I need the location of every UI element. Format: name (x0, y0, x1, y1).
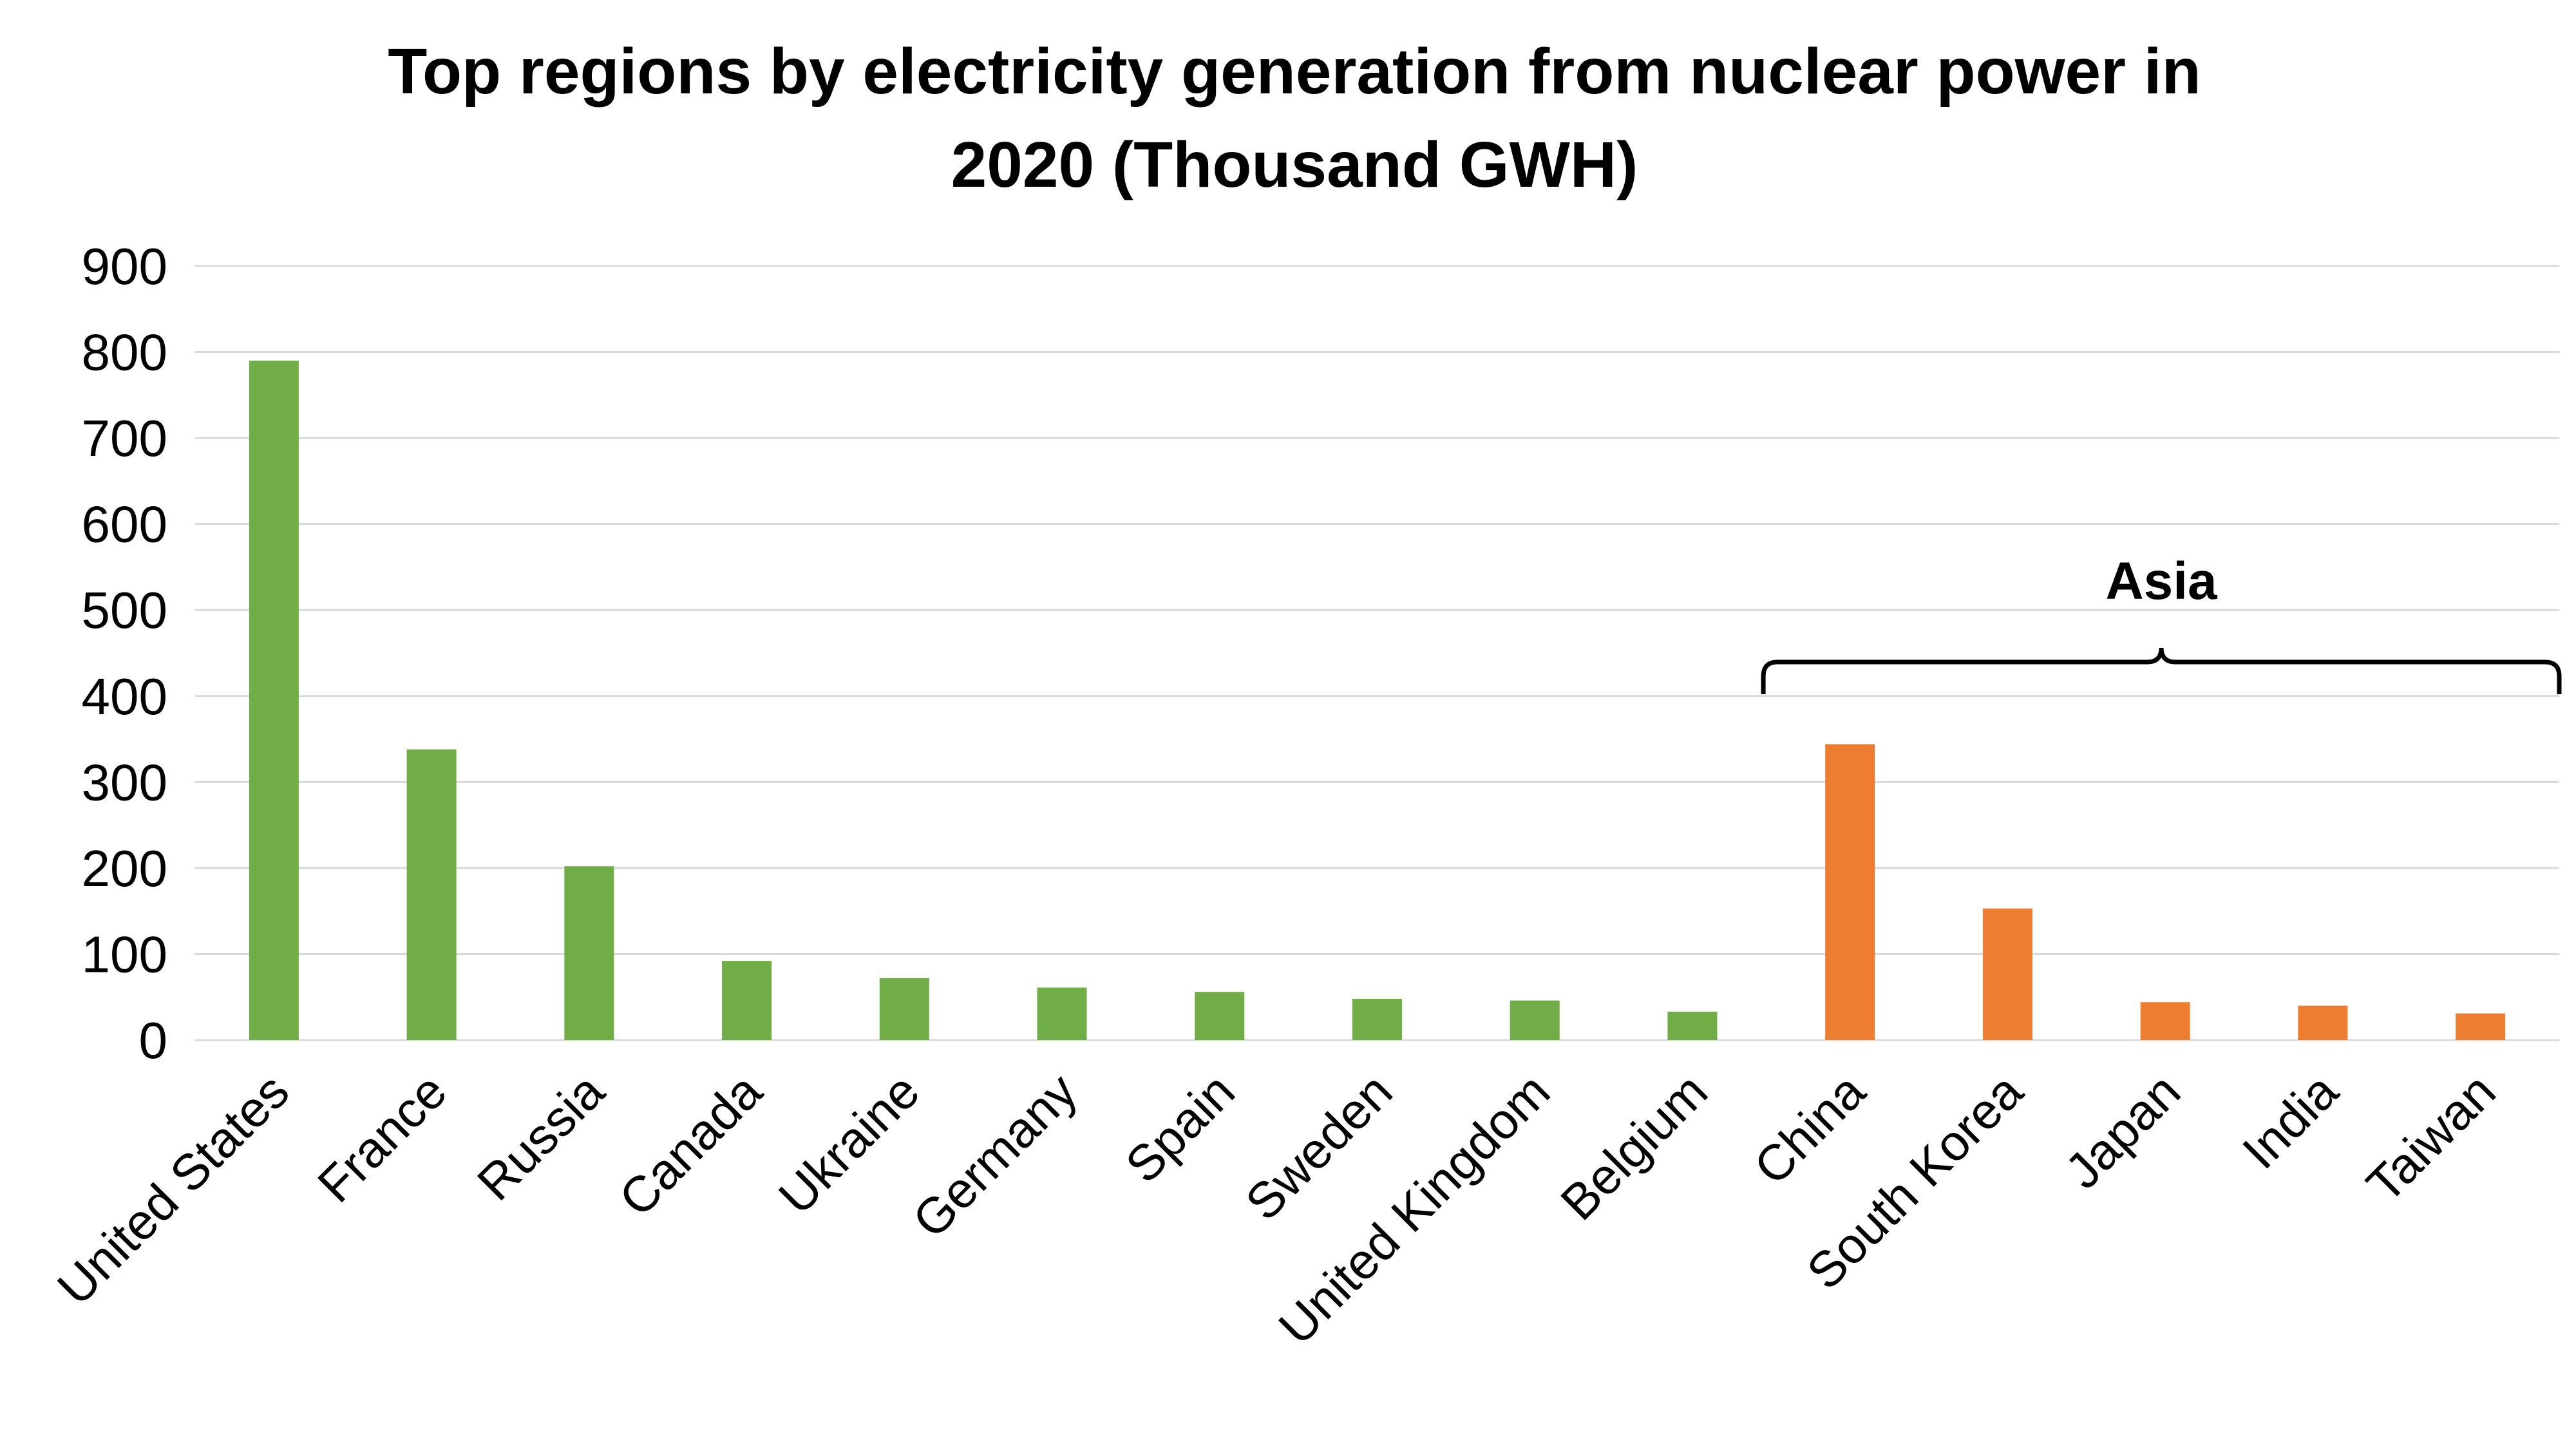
bar-india (2298, 1005, 2348, 1040)
bar-japan (2140, 1002, 2190, 1040)
x-tick-label: United States (46, 1063, 299, 1316)
x-tick-label: Russia (466, 1062, 615, 1211)
y-tick-label: 800 (82, 324, 167, 381)
y-tick-label: 500 (82, 582, 167, 639)
x-tick-label: Taiwan (2356, 1063, 2506, 1213)
y-tick-label: 600 (82, 496, 167, 553)
bar-ukraine (879, 978, 929, 1040)
x-tick-label: Japan (2054, 1063, 2192, 1200)
bar-china (1825, 744, 1875, 1040)
x-tick-label: India (2231, 1062, 2349, 1179)
chart-title-line-2: 2020 (Thousand GWH) (951, 129, 1638, 201)
x-tick-label: Spain (1114, 1063, 1245, 1193)
x-tick-label: Ukraine (768, 1063, 930, 1225)
asia-bracket (1761, 647, 2562, 694)
x-tick-label: China (1743, 1062, 1876, 1195)
y-tick-label: 100 (82, 925, 167, 983)
bar-south-korea (1982, 908, 2032, 1040)
bar-france (406, 749, 457, 1040)
bar-belgium (1667, 1011, 1718, 1040)
y-tick-label: 300 (82, 753, 167, 811)
bar-spain (1195, 992, 1245, 1040)
chart-title-line-1: Top regions by electricity generation fr… (388, 35, 2201, 108)
bar-united-kingdom (1510, 1000, 1560, 1040)
bar-canada (722, 961, 772, 1040)
x-tick-label: Germany (902, 1063, 1088, 1249)
x-tick-label: Canada (608, 1062, 773, 1227)
asia-annotation-label: Asia (2105, 552, 2218, 611)
y-tick-label: 900 (82, 238, 167, 295)
y-tick-label: 700 (82, 410, 167, 467)
y-tick-label: 400 (82, 668, 167, 725)
x-tick-label: United Kingdom (1268, 1063, 1561, 1356)
bar-russia (564, 866, 614, 1040)
y-tick-label: 0 (139, 1012, 168, 1069)
bar-taiwan (2456, 1013, 2506, 1040)
bar-united-states (249, 360, 299, 1040)
x-tick-label: France (307, 1063, 457, 1213)
y-tick-label: 200 (82, 840, 167, 897)
bar-germany (1037, 987, 1087, 1040)
bar-sweden (1352, 998, 1402, 1040)
x-tick-label: Belgium (1549, 1063, 1718, 1231)
